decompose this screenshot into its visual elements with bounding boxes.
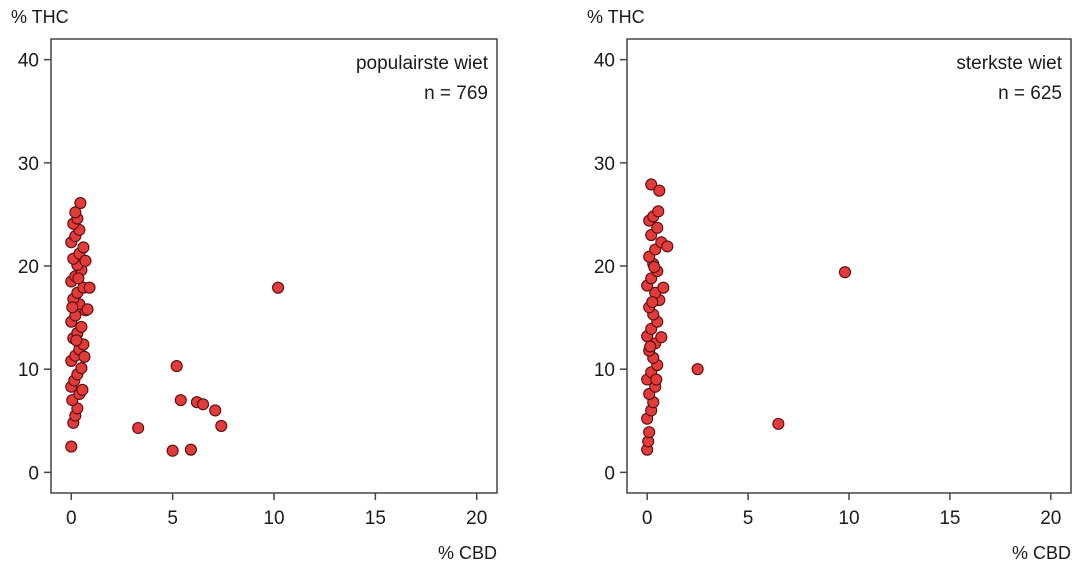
- y-axis-title-right: % THC: [587, 7, 645, 27]
- data-point-right-35: [661, 240, 674, 253]
- data-point-left-43: [70, 334, 83, 347]
- y-tick-label-left-0: 0: [28, 463, 39, 484]
- data-point-right-41: [644, 340, 657, 353]
- data-point-right-39: [646, 296, 659, 309]
- data-point-left-55: [272, 281, 285, 294]
- data-point-right-33: [645, 178, 658, 191]
- data-point-right-43: [772, 417, 785, 430]
- data-point-right-29: [651, 221, 664, 234]
- data-point-right-40: [648, 260, 661, 274]
- y-tick-label-left-20: 20: [18, 257, 39, 278]
- data-point-left-39: [81, 303, 94, 316]
- data-point-right-36: [657, 281, 670, 294]
- annotation-right-line-1: sterkste wiet: [956, 53, 1062, 74]
- data-point-left-49: [174, 394, 187, 407]
- data-point-right-34: [653, 184, 666, 197]
- annotation-left-line-2: n = 769: [424, 83, 488, 104]
- data-point-left-36: [69, 206, 82, 219]
- data-point-left-48: [170, 360, 183, 373]
- x-tick-label-left-10: 10: [263, 508, 284, 529]
- data-point-right-32: [652, 205, 665, 218]
- data-point-right-37: [655, 331, 668, 344]
- data-point-right-42: [691, 363, 704, 376]
- x-tick-label-left-5: 5: [167, 508, 178, 529]
- x-axis-title-right: % CBD: [1012, 543, 1071, 563]
- y-axis-title-left: % THC: [11, 7, 69, 27]
- y-tick-label-right-40: 40: [594, 51, 615, 72]
- data-point-left-41: [78, 350, 91, 363]
- x-axis-title-left: % CBD: [438, 543, 497, 563]
- annotation-left-line-1: populairste wiet: [356, 53, 489, 74]
- y-tick-label-right-20: 20: [594, 257, 615, 278]
- data-point-left-38: [83, 281, 96, 294]
- data-point-left-44: [72, 272, 85, 285]
- data-point-left-50: [184, 443, 197, 456]
- x-tick-label-right-5: 5: [743, 508, 754, 529]
- data-point-right-2: [643, 426, 656, 439]
- data-point-left-9: [75, 362, 88, 375]
- scatter-panel-right: 0 10 20 30 40 0 5 10 15 20 % THC % CBD sterkste wiet…: [587, 7, 1072, 563]
- y-tick-label-left-40: 40: [18, 51, 39, 72]
- y-tick-label-right-10: 10: [594, 360, 615, 381]
- data-point-left-42: [76, 383, 89, 396]
- data-point-left-30: [77, 241, 90, 254]
- data-point-left-52: [196, 398, 210, 411]
- x-tick-label-left-20: 20: [466, 508, 487, 529]
- plot-frame-right: [626, 38, 1072, 494]
- x-tick-label-left-15: 15: [365, 508, 386, 529]
- x-tick-label-right-15: 15: [939, 508, 960, 529]
- data-point-left-47: [166, 444, 179, 457]
- data-point-left-46: [132, 421, 145, 435]
- data-point-left-16: [75, 320, 88, 333]
- data-point-left-53: [209, 404, 222, 417]
- x-tick-label-right-20: 20: [1040, 508, 1061, 529]
- data-point-left-0: [65, 440, 78, 453]
- data-point-left-54: [215, 419, 228, 432]
- annotation-right-line-2: n = 625: [998, 83, 1062, 104]
- data-point-right-38: [650, 373, 663, 386]
- data-point-left-45: [66, 301, 79, 314]
- y-tick-label-right-0: 0: [604, 463, 615, 484]
- x-tick-label-right-10: 10: [838, 508, 859, 529]
- y-tick-label-right-30: 30: [594, 154, 615, 175]
- plot-frame-left: [50, 38, 498, 494]
- x-tick-label-left-0: 0: [66, 508, 77, 529]
- data-point-right-44: [838, 266, 852, 279]
- x-tick-label-right-0: 0: [642, 508, 653, 529]
- data-point-left-37: [74, 197, 87, 210]
- y-tick-label-left-10: 10: [18, 360, 39, 381]
- scatter-panel-left: 0 10 20 30 40 0 5 10 15 20 % THC % CBD populairste w…: [11, 7, 498, 563]
- data-point-left-40: [79, 254, 92, 267]
- y-tick-label-left-30: 30: [18, 154, 39, 175]
